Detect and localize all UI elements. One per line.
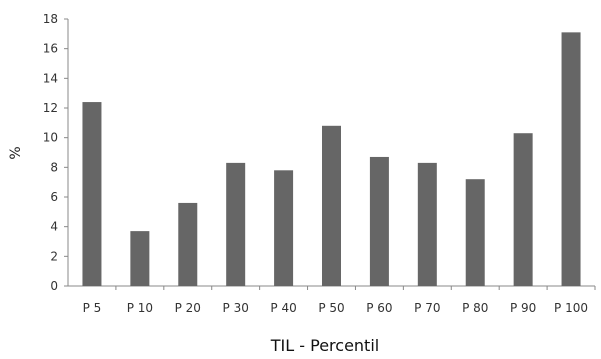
y-tick-label: 2 <box>50 249 58 263</box>
y-axis-ticks: 0 2 4 6 8 10 12 14 16 18 <box>43 12 68 293</box>
y-tick-label: 4 <box>50 220 58 234</box>
x-tick-label: P 60 <box>366 301 392 315</box>
y-tick-label: 18 <box>43 12 58 26</box>
x-axis-ticks: P 5 P 10 P 20 P 30 P 40 P 50 P 60 P 70 P 80 P 90 P… <box>83 286 596 315</box>
bar-p5 <box>82 102 102 286</box>
x-tick-label: P 50 <box>318 301 344 315</box>
bar-p40 <box>274 170 294 286</box>
bar-p30 <box>226 162 246 286</box>
y-tick-label: 0 <box>50 279 58 293</box>
x-tick-label: P 20 <box>175 301 201 315</box>
y-tick-label: 12 <box>43 101 58 115</box>
x-tick-label: P 70 <box>414 301 440 315</box>
x-tick-label: P 80 <box>462 301 488 315</box>
x-axis-label: TIL - Percentil <box>270 336 379 355</box>
x-tick-label: P 10 <box>127 301 153 315</box>
x-tick-label: P 5 <box>83 301 102 315</box>
x-tick-label: P 90 <box>510 301 536 315</box>
x-tick-label: P 40 <box>270 301 296 315</box>
y-axis-label: % <box>8 146 24 159</box>
y-tick-label: 14 <box>43 71 58 85</box>
bar-p50 <box>322 125 341 286</box>
bar-p60 <box>369 156 389 286</box>
bars <box>82 32 581 286</box>
y-tick-label: 10 <box>43 131 58 145</box>
bar-p20 <box>178 202 198 286</box>
bar-p100 <box>561 32 581 286</box>
bar-p90 <box>513 133 533 286</box>
bar-p10 <box>130 231 150 286</box>
bar-p70 <box>417 162 437 286</box>
bar-p80 <box>465 179 485 286</box>
x-tick-label: P 100 <box>554 301 588 315</box>
x-tick-label: P 30 <box>223 301 249 315</box>
y-tick-label: 8 <box>50 160 58 174</box>
y-tick-label: 16 <box>43 42 58 56</box>
y-tick-label: 6 <box>50 190 58 204</box>
